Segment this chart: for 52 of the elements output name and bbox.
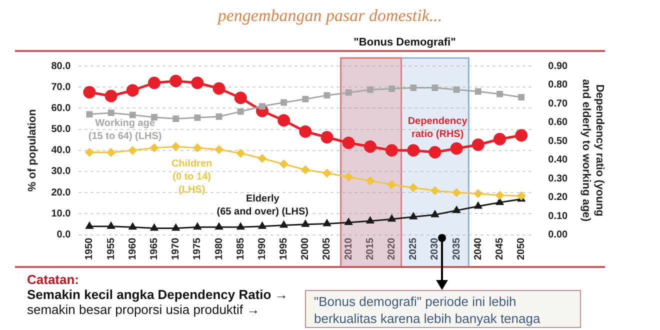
y2-tick-label: 0.60 (548, 117, 568, 128)
chart-title: pengembangan pasar domestik... (216, 6, 444, 26)
series-label: Dependency ratio (RHS) (408, 116, 468, 140)
x-tick-label: 1985 (235, 237, 246, 260)
text: "Bonus demografi" periode ini lebih berkualitas karena lebih banyak tenaga (305, 290, 581, 328)
y-tick-label: 60.0 (51, 102, 72, 114)
x-tick-label: 2045 (494, 237, 506, 260)
y2-tick-label: 0.10 (548, 210, 568, 222)
series-label: Elderly (65 and over) (LHS) (216, 193, 308, 218)
x-tick-label: 1995 (278, 237, 290, 260)
y-tick-label: 50.0 (51, 124, 72, 136)
y2-tick-label: 0.20 (548, 192, 568, 204)
x-tick-label: 1975 (192, 237, 204, 260)
x-tick-label: 1970 (170, 237, 182, 260)
text: Semakin kecil angka Dependency Ratio → (27, 287, 288, 302)
x-tick-label: 2030 (430, 237, 441, 260)
text: Catatan: (27, 272, 80, 287)
y-tick-label: 0.0 (56, 230, 72, 241)
y2-tick-label: 0.50 (548, 136, 568, 147)
y-tick-label: 40.0 (51, 145, 72, 156)
y2-tick-label: 0.00 (548, 230, 568, 241)
x-tick-label: 1965 (148, 237, 160, 260)
y-tick-label: 30.0 (51, 166, 72, 178)
y2-tick-label: 0.90 (548, 60, 568, 72)
x-tick-label: 2005 (322, 237, 333, 260)
series-label: Working age (15 to 64) (LHS) (88, 118, 162, 142)
y2-axis-title: Dependency ratio (young and elderly to working age) (580, 79, 606, 222)
x-tick-label: 1950 (84, 237, 96, 260)
x-tick-label: 2040 (472, 237, 484, 260)
y2-tick-label: 0.80 (548, 80, 568, 90)
x-tick-label: 2015 (364, 237, 376, 260)
y-tick-label: 20.0 (51, 187, 72, 198)
y-tick-label: 80.0 (51, 60, 72, 72)
x-tick-label: 2050 (516, 237, 528, 260)
x-tick-label: 1960 (127, 237, 138, 260)
y2-tick-label: 0.30 (548, 173, 568, 184)
series-label: Children (0 to 14) (LHS) (172, 158, 212, 196)
x-tick-label: 1980 (214, 237, 225, 260)
y-axis-title: % of population (26, 108, 39, 192)
x-tick-label: 2020 (386, 237, 398, 260)
y2-tick-label: 0.70 (548, 98, 568, 110)
x-tick-label: 2035 (451, 237, 462, 260)
x-tick-label: 2000 (300, 237, 312, 260)
y-tick-label: 10.0 (51, 208, 72, 220)
y-tick-label: 70.0 (51, 82, 72, 93)
x-tick-label: 2025 (408, 237, 420, 260)
x-tick-label: 2010 (343, 237, 354, 260)
x-tick-label: 1990 (256, 237, 268, 260)
y2-tick-label: 0.40 (548, 154, 568, 166)
x-tick-label: 1955 (106, 237, 117, 260)
band-label: "Bonus Demografi" (354, 36, 456, 49)
text: semakin besar proporsi usia produktif → (27, 302, 261, 317)
